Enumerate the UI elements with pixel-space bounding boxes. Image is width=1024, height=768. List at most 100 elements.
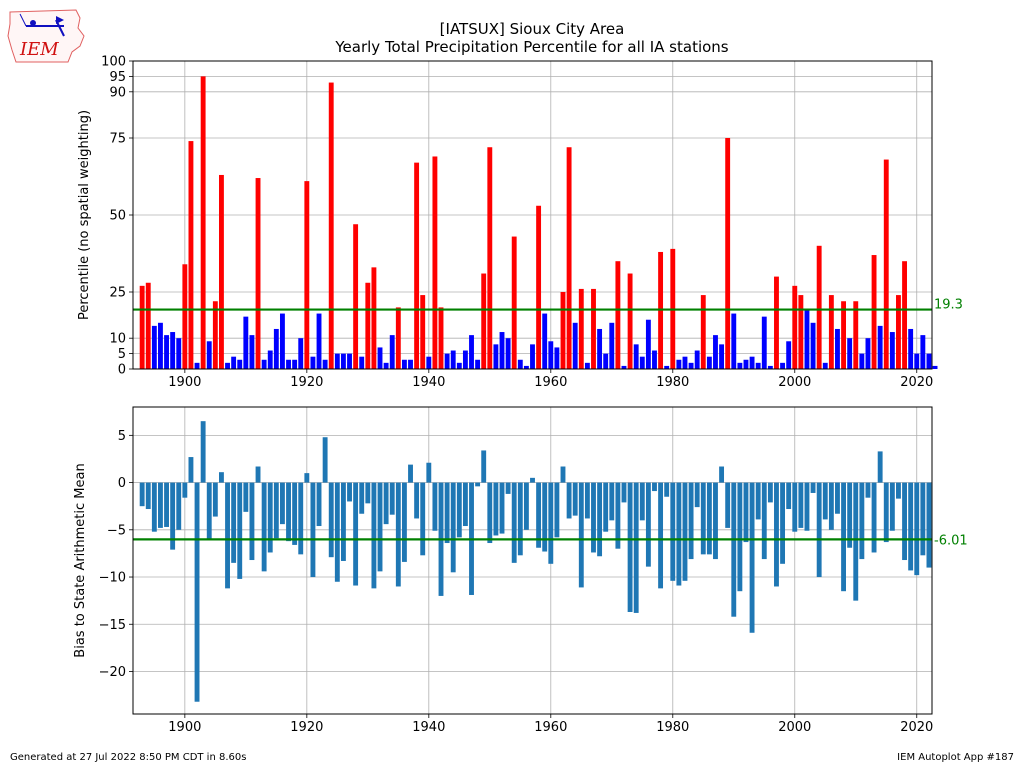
bar-1923 <box>322 359 328 369</box>
bar-1952 <box>499 482 505 534</box>
bar-1925 <box>334 482 340 582</box>
bar-1954 <box>511 236 517 369</box>
bar-1944 <box>450 482 456 573</box>
bar-1923 <box>322 437 328 483</box>
bar-2013 <box>871 482 877 553</box>
bar-1961 <box>554 482 560 538</box>
bar-1958 <box>536 482 542 548</box>
bar-1995 <box>761 316 767 369</box>
bar-1964 <box>572 482 578 516</box>
bar-2015 <box>883 482 889 543</box>
bar-1897 <box>164 482 169 527</box>
x-tick-label: 1940 <box>412 375 445 390</box>
x-tick-label: 1900 <box>168 375 201 390</box>
bar-1943 <box>444 353 450 369</box>
y-axis-label: Percentile (no spatial weighting) <box>77 110 92 320</box>
bar-1915 <box>273 328 279 369</box>
bar-1970 <box>609 322 615 369</box>
bar-1921 <box>310 356 316 369</box>
bar-1957 <box>530 477 535 483</box>
bar-1940 <box>426 462 432 483</box>
bar-1973 <box>627 482 633 612</box>
bar-1903 <box>200 76 206 370</box>
bar-2001 <box>798 295 804 369</box>
bar-1956 <box>523 482 529 530</box>
bar-2016 <box>889 332 895 369</box>
bar-2006 <box>828 482 834 530</box>
bar-1893 <box>139 482 145 507</box>
bar-1991 <box>737 482 743 592</box>
plot-frame <box>132 406 933 715</box>
bar-2000 <box>792 482 798 532</box>
bar-1924 <box>328 482 334 558</box>
bar-1927 <box>347 353 352 369</box>
y-tick-label: 50 <box>109 209 126 224</box>
bar-1893 <box>139 285 145 369</box>
bar-1926 <box>340 353 346 369</box>
y-tick-label: 5 <box>118 429 126 444</box>
bar-1922 <box>316 313 322 369</box>
bar-1952 <box>499 332 505 369</box>
bar-1920 <box>304 473 310 483</box>
bar-1993 <box>749 482 755 633</box>
y-tick-label: 5 <box>118 347 126 362</box>
bar-1956 <box>523 365 529 369</box>
bar-1976 <box>645 319 651 369</box>
bar-2017 <box>896 295 901 369</box>
x-tick-label: 1980 <box>656 720 689 735</box>
bar-1995 <box>761 482 767 560</box>
bar-1909 <box>237 359 243 369</box>
y-tick-label: −5 <box>107 523 126 538</box>
bar-1942 <box>438 307 444 369</box>
bar-1959 <box>542 313 548 369</box>
x-tick-label: 2000 <box>778 375 811 390</box>
y-tick-label: 75 <box>109 132 126 147</box>
footer-app: IEM Autoplot App #187 <box>897 752 1014 763</box>
bar-1991 <box>737 362 743 369</box>
bar-1916 <box>279 482 285 525</box>
bar-2000 <box>792 285 798 369</box>
bar-2020 <box>914 482 920 576</box>
bar-1957 <box>530 344 535 369</box>
bar-2015 <box>883 159 889 369</box>
bar-1992 <box>743 359 749 369</box>
bar-1919 <box>298 338 304 369</box>
x-tick-label: 1900 <box>168 720 201 735</box>
bar-1908 <box>231 482 237 563</box>
bar-1906 <box>218 472 224 483</box>
bar-1953 <box>505 338 511 369</box>
bar-1975 <box>639 356 645 369</box>
y-tick-label: −15 <box>99 618 126 633</box>
y-tick-label: −20 <box>99 665 126 680</box>
chart-title-line2: Yearly Total Precipitation Percentile fo… <box>335 38 729 56</box>
bar-1907 <box>225 482 230 589</box>
bar-1969 <box>603 353 609 369</box>
bar-1896 <box>158 482 163 528</box>
y-tick-label: 0 <box>118 363 126 378</box>
bar-1915 <box>273 482 279 539</box>
bar-2001 <box>798 482 804 528</box>
bar-1908 <box>231 356 237 369</box>
bar-1967 <box>591 482 596 553</box>
bar-1931 <box>371 482 377 589</box>
bar-1983 <box>688 362 694 369</box>
bar-1968 <box>597 482 603 557</box>
bar-2004 <box>816 482 822 578</box>
bar-1943 <box>444 482 450 544</box>
bar-2003 <box>810 482 816 493</box>
bar-1999 <box>786 482 792 510</box>
bar-2008 <box>841 301 847 369</box>
bar-2007 <box>835 328 840 369</box>
bar-1946 <box>462 482 468 527</box>
bar-1989 <box>725 482 731 528</box>
bar-1984 <box>694 482 700 508</box>
bar-1898 <box>170 482 176 550</box>
bar-1895 <box>151 325 157 369</box>
average-label: 19.3 <box>934 298 963 313</box>
bar-1961 <box>554 347 560 369</box>
x-tick-label: 2020 <box>900 720 933 735</box>
bar-2014 <box>877 325 883 369</box>
bar-1987 <box>713 482 718 560</box>
bar-1951 <box>493 344 499 369</box>
